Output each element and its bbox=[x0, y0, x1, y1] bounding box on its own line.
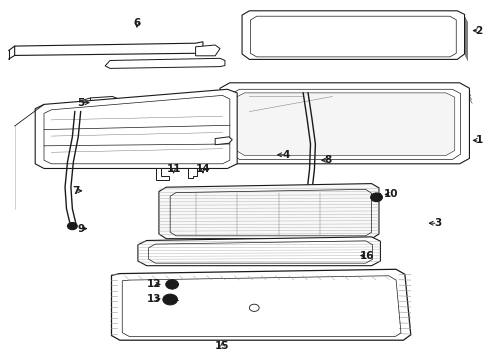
Text: 10: 10 bbox=[383, 189, 398, 199]
Polygon shape bbox=[220, 83, 468, 164]
Polygon shape bbox=[15, 42, 203, 55]
Polygon shape bbox=[138, 237, 380, 266]
Polygon shape bbox=[90, 96, 121, 108]
Polygon shape bbox=[35, 89, 237, 168]
Polygon shape bbox=[195, 45, 220, 56]
Polygon shape bbox=[250, 16, 455, 57]
Polygon shape bbox=[236, 93, 454, 156]
Polygon shape bbox=[105, 58, 224, 68]
Polygon shape bbox=[81, 98, 90, 104]
Circle shape bbox=[70, 224, 75, 228]
Circle shape bbox=[165, 280, 178, 289]
Circle shape bbox=[169, 282, 175, 287]
Text: 2: 2 bbox=[475, 26, 482, 36]
Polygon shape bbox=[111, 269, 410, 340]
Polygon shape bbox=[188, 168, 196, 178]
Text: 15: 15 bbox=[215, 341, 229, 351]
Circle shape bbox=[67, 222, 77, 230]
Circle shape bbox=[166, 297, 173, 302]
Text: 4: 4 bbox=[282, 150, 289, 160]
Text: 11: 11 bbox=[166, 164, 181, 174]
Text: 6: 6 bbox=[133, 18, 140, 28]
Text: 5: 5 bbox=[77, 98, 84, 108]
Text: 14: 14 bbox=[195, 164, 210, 174]
Polygon shape bbox=[242, 11, 464, 59]
Text: 8: 8 bbox=[324, 155, 330, 165]
Polygon shape bbox=[44, 95, 229, 164]
Circle shape bbox=[163, 294, 177, 305]
Text: 1: 1 bbox=[475, 135, 482, 145]
Polygon shape bbox=[159, 184, 378, 239]
Text: 13: 13 bbox=[146, 294, 161, 304]
Circle shape bbox=[373, 195, 378, 199]
Polygon shape bbox=[215, 137, 232, 145]
Polygon shape bbox=[156, 168, 168, 180]
Text: 16: 16 bbox=[359, 251, 373, 261]
Text: 9: 9 bbox=[77, 224, 84, 234]
Polygon shape bbox=[231, 89, 460, 159]
Text: 7: 7 bbox=[72, 186, 80, 196]
Circle shape bbox=[370, 193, 382, 202]
Text: 12: 12 bbox=[146, 279, 161, 289]
Text: 3: 3 bbox=[433, 218, 440, 228]
